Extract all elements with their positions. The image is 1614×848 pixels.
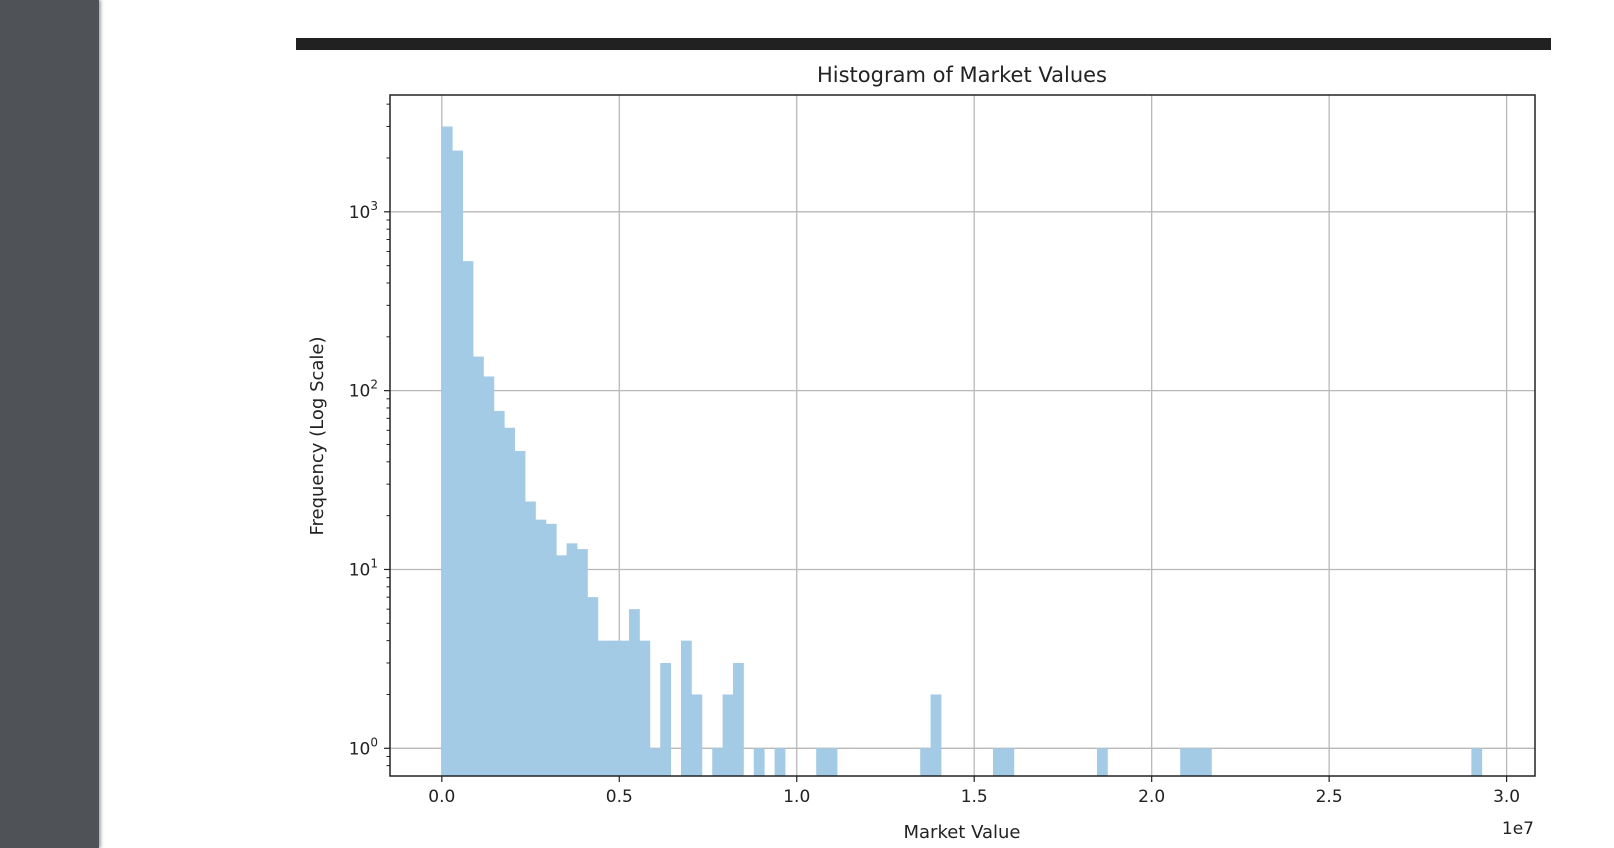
histogram-bar bbox=[920, 748, 931, 776]
histogram-bar bbox=[774, 748, 786, 776]
y-tick-label: 103 bbox=[349, 199, 378, 223]
histogram-bar bbox=[1190, 748, 1202, 776]
histogram-bar bbox=[493, 410, 505, 776]
histogram-bar bbox=[753, 748, 765, 776]
chart-title: Histogram of Market Values bbox=[817, 63, 1107, 87]
histogram-bar bbox=[514, 450, 526, 776]
histogram-bar bbox=[639, 640, 651, 776]
histogram-bar bbox=[1180, 748, 1191, 776]
histogram-bar bbox=[504, 427, 516, 776]
histogram-bar bbox=[826, 748, 838, 776]
x-tick-label: 1.5 bbox=[961, 787, 988, 807]
histogram-bar bbox=[545, 523, 557, 776]
x-tick-label: 3.0 bbox=[1493, 787, 1520, 807]
histogram-bar bbox=[587, 597, 599, 776]
plot-frame bbox=[389, 94, 1536, 777]
x-tick-label: 1.0 bbox=[783, 787, 810, 807]
y-tick-label: 102 bbox=[349, 378, 378, 402]
x-axis-label: Market Value bbox=[903, 822, 1020, 843]
y-tick-label: 100 bbox=[349, 735, 378, 759]
x-axis-offset-label: 1e7 bbox=[1502, 819, 1534, 839]
histogram-bar bbox=[930, 694, 942, 776]
histogram-bar bbox=[566, 543, 578, 776]
histogram-bar bbox=[691, 694, 703, 776]
x-tick-label: 2.5 bbox=[1316, 787, 1343, 807]
histogram-bar bbox=[483, 376, 495, 776]
histogram-bar bbox=[1471, 748, 1483, 776]
histogram-bars bbox=[441, 126, 1483, 776]
histogram-bar bbox=[992, 748, 1004, 776]
histogram-bar bbox=[1200, 748, 1212, 776]
histogram-bar bbox=[441, 126, 453, 776]
histogram-bar bbox=[577, 549, 588, 776]
histogram-bar bbox=[1003, 748, 1015, 776]
histogram-bar bbox=[681, 640, 692, 776]
output-divider-bar bbox=[296, 38, 1551, 50]
histogram-bar bbox=[608, 640, 620, 776]
histogram-bar bbox=[556, 555, 568, 776]
histogram-bar bbox=[462, 261, 474, 776]
x-tick-label: 0.0 bbox=[428, 787, 455, 807]
histogram-bar bbox=[535, 519, 547, 776]
histogram-bar bbox=[660, 662, 672, 776]
y-tick-label: 101 bbox=[349, 556, 378, 580]
histogram-bar bbox=[816, 748, 827, 776]
histogram-bar bbox=[618, 640, 630, 776]
axis-ticks: 0.0 0.5 1.0 1.5 2.0 2.5 3.0 100 101 102 103 bbox=[349, 103, 1520, 807]
histogram-bar bbox=[629, 609, 640, 776]
histogram-bar bbox=[1096, 748, 1108, 776]
left-gutter bbox=[0, 0, 99, 848]
histogram-bar bbox=[712, 748, 724, 776]
x-tick-label: 0.5 bbox=[606, 787, 633, 807]
histogram-bar bbox=[597, 640, 609, 776]
histogram-bar bbox=[733, 662, 744, 776]
histogram-bar bbox=[525, 501, 536, 776]
histogram-bar bbox=[452, 150, 464, 776]
histogram-bar bbox=[722, 694, 734, 776]
histogram-bar bbox=[473, 356, 484, 776]
y-axis-label: Frequency (Log Scale) bbox=[307, 336, 328, 535]
x-tick-label: 2.0 bbox=[1138, 787, 1165, 807]
histogram-bar bbox=[649, 748, 661, 776]
